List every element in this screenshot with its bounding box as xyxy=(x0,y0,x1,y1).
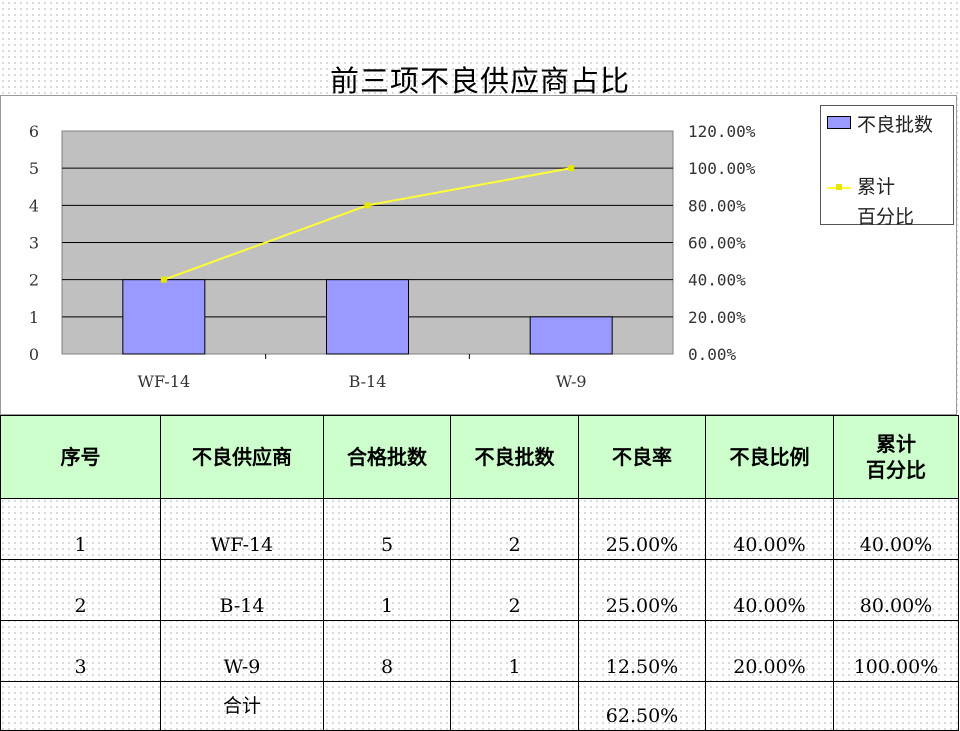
line-point xyxy=(365,202,371,208)
table-total-row: 合计 62.50% xyxy=(1,682,959,731)
y-left-tick-label: 5 xyxy=(29,159,39,178)
table-cell: 5 xyxy=(324,499,451,560)
table-cell: 40.00% xyxy=(834,499,959,560)
table-cell: 3 xyxy=(1,621,161,682)
table-cell: 8 xyxy=(324,621,451,682)
data-table: 序号 不良供应商 合格批数 不良批数 不良率 不良比例 累计 百分比 1 WF-… xyxy=(0,415,959,731)
y-left-tick-label: 6 xyxy=(29,122,39,141)
y-right-tick-label: 120.00% xyxy=(688,122,756,141)
y-right-tick-label: 100.00% xyxy=(688,159,756,178)
y-left-tick-label: 1 xyxy=(29,308,39,327)
header-defect-ratio: 不良比例 xyxy=(706,416,834,499)
table-cell-empty xyxy=(451,682,579,731)
table-cell: 12.50% xyxy=(579,621,706,682)
table-header-row: 序号 不良供应商 合格批数 不良批数 不良率 不良比例 累计 百分比 xyxy=(1,416,959,499)
line-point xyxy=(568,165,574,171)
table-cell: 25.00% xyxy=(579,499,706,560)
y-right-tick-label: 80.00% xyxy=(688,196,746,215)
table-row: 1 WF-14 5 2 25.00% 40.00% 40.00% xyxy=(1,499,959,560)
header-cumulative-percent: 累计 百分比 xyxy=(834,416,959,499)
header-defect-batches: 不良批数 xyxy=(451,416,579,499)
header-supplier: 不良供应商 xyxy=(161,416,324,499)
chart-legend: 不良批数 累计 百分比 xyxy=(820,105,954,225)
header-index: 序号 xyxy=(1,416,161,499)
x-tick-label: WF-14 xyxy=(138,372,191,391)
bar xyxy=(123,280,205,354)
table-cell-empty xyxy=(834,682,959,731)
bar xyxy=(530,317,612,354)
table-cell: 25.00% xyxy=(579,560,706,621)
x-tick-label: W-9 xyxy=(556,372,587,391)
y-left-tick-label: 0 xyxy=(29,345,39,364)
table-cell: 100.00% xyxy=(834,621,959,682)
bar xyxy=(327,280,409,354)
y-right-tick-label: 0.00% xyxy=(688,345,737,364)
line-point xyxy=(161,277,167,283)
legend-line-marker xyxy=(836,184,842,190)
total-defect-rate: 62.50% xyxy=(579,682,706,731)
total-label: 合计 xyxy=(161,682,324,731)
y-left-tick-label: 4 xyxy=(29,196,39,215)
chart-area: 0 1 2 3 4 5 6 0.00% 20.00% 40.00% 60.00% 80.00% 100.… xyxy=(0,95,957,415)
legend-label-line: 累计 百分比 xyxy=(857,172,952,232)
legend-bar-swatch xyxy=(827,116,851,129)
legend-label-bar: 不良批数 xyxy=(857,110,933,137)
table-cell-empty xyxy=(1,682,161,731)
table-cell: 20.00% xyxy=(706,621,834,682)
table-cell: 80.00% xyxy=(834,560,959,621)
table-cell: 1 xyxy=(1,499,161,560)
header-defect-rate: 不良率 xyxy=(579,416,706,499)
table-cell: 40.00% xyxy=(706,499,834,560)
y-right-tick-label: 20.00% xyxy=(688,308,746,327)
table-cell: W-9 xyxy=(161,621,324,682)
table-cell-empty xyxy=(324,682,451,731)
table-cell: 2 xyxy=(451,499,579,560)
y-left-tick-label: 2 xyxy=(29,271,39,290)
header-qualified-batches: 合格批数 xyxy=(324,416,451,499)
chart-svg: 01234560.00%20.00%40.00%60.00%80.00%100.… xyxy=(1,96,958,416)
table-row: 3 W-9 8 1 12.50% 20.00% 100.00% xyxy=(1,621,959,682)
x-tick-label: B-14 xyxy=(349,372,387,391)
table-cell: WF-14 xyxy=(161,499,324,560)
table-cell: 2 xyxy=(451,560,579,621)
table-cell: 40.00% xyxy=(706,560,834,621)
y-right-tick-label: 60.00% xyxy=(688,234,746,253)
table-cell: 1 xyxy=(451,621,579,682)
y-right-tick-label: 40.00% xyxy=(688,271,746,290)
chart-title: 前三项不良供应商占比 xyxy=(0,58,960,100)
y-left-tick-label: 3 xyxy=(29,234,39,253)
table-cell-empty xyxy=(706,682,834,731)
table-row: 2 B-14 1 2 25.00% 40.00% 80.00% xyxy=(1,560,959,621)
table-cell: 1 xyxy=(324,560,451,621)
table-cell: 2 xyxy=(1,560,161,621)
table-cell: B-14 xyxy=(161,560,324,621)
